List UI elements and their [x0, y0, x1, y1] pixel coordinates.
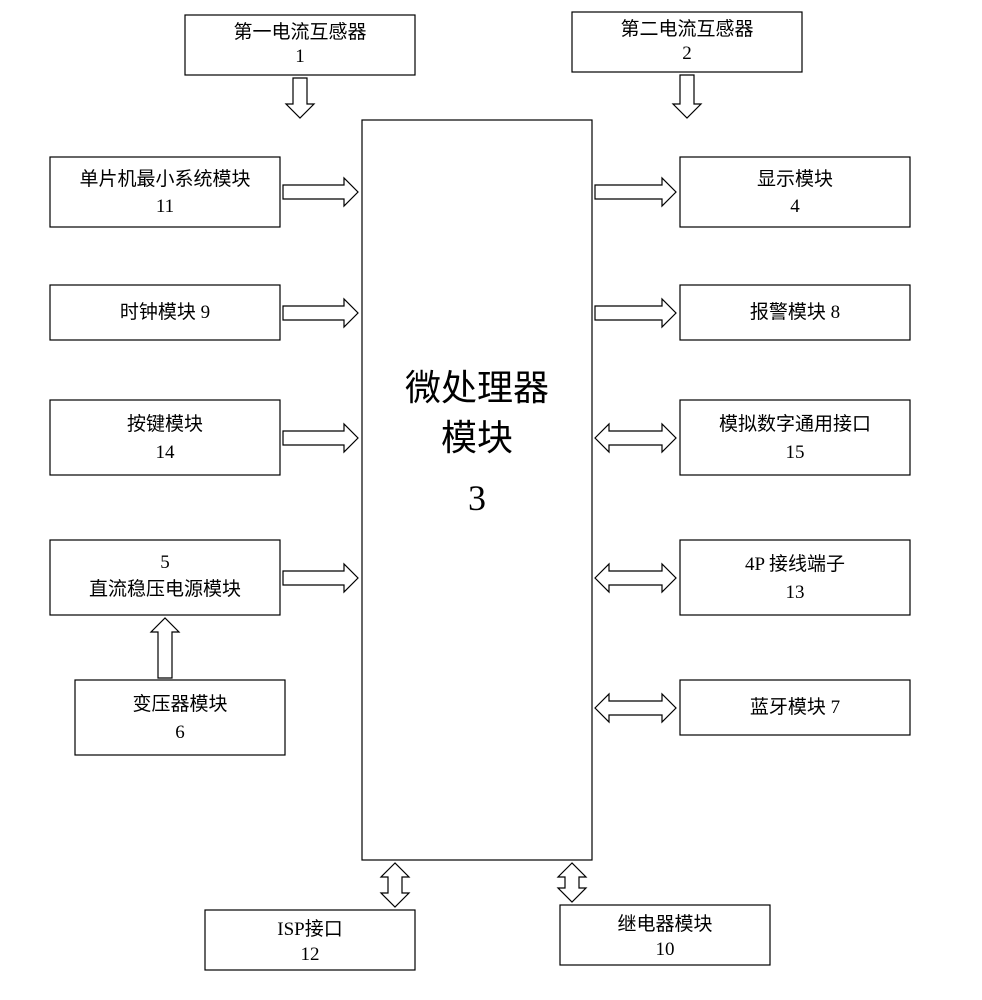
box-label: 直流稳压电源模块: [89, 578, 241, 600]
arrow-mcu-to-alarm: [595, 299, 676, 327]
box-number: 12: [301, 944, 320, 965]
clock-module: 时钟模块 9: [50, 285, 280, 340]
arrow-ct2-to-mcu: [673, 75, 701, 118]
box-label: 变压器模块: [132, 693, 227, 715]
box-number: 13: [786, 582, 805, 603]
keypad-module: 按键模块 14: [50, 400, 280, 475]
arrow-mcu-bt: [595, 694, 676, 722]
box-label: 按键模块: [127, 413, 203, 435]
center-number: 3: [468, 478, 486, 518]
second-current-transformer: 第二电流互感器 2: [572, 12, 802, 72]
mcu-min-system-module: 单片机最小系统模块 11: [50, 157, 280, 227]
arrow-ct1-to-mcu: [286, 78, 314, 118]
box-number: 14: [156, 442, 176, 463]
center-label: 模块: [441, 418, 513, 458]
box-label: 显示模块: [757, 168, 833, 190]
box-label: 继电器模块: [617, 913, 712, 935]
box-label: 第二电流互感器: [620, 18, 753, 40]
arrow-key-to-mcu: [283, 424, 358, 452]
arrow-power-to-mcu: [283, 564, 358, 592]
box-number: 15: [786, 442, 805, 463]
arrow-trans-to-power: [151, 618, 179, 678]
box-label: 单片机最小系统模块: [79, 168, 250, 190]
box-label: 4P 接线端子: [745, 553, 845, 575]
first-current-transformer: 第一电流互感器 1: [185, 15, 415, 75]
microprocessor-module: 微处理器模块 3: [362, 120, 592, 860]
center-label: 微处理器: [405, 368, 549, 408]
4p-terminal-block: 4P 接线端子 13: [680, 540, 910, 615]
arrow-mcu-4p: [595, 564, 676, 592]
arrow-mcu-to-display: [595, 178, 676, 206]
box-label-line: 报警模块 8: [750, 301, 840, 323]
bluetooth-module: 蓝牙模块 7: [680, 680, 910, 735]
analog-digital-interface: 模拟数字通用接口 15: [680, 400, 910, 475]
box-label: ISP接口: [277, 918, 342, 940]
box-number: 1: [295, 46, 305, 67]
box-number: 2: [682, 43, 692, 64]
box-number: 4: [790, 196, 800, 217]
box-label: 模拟数字通用接口: [719, 413, 871, 435]
isp-interface: ISP接口 12: [205, 910, 415, 970]
arrow-mcu-relay: [558, 863, 586, 902]
transformer-module: 变压器模块 6: [75, 680, 285, 755]
box-number: 11: [156, 196, 174, 217]
box-label-line: 时钟模块 9: [120, 301, 210, 323]
arrow-clock-to-mcu: [283, 299, 358, 327]
box-number: 6: [175, 722, 185, 743]
box-label-line: 蓝牙模块 7: [750, 696, 840, 718]
box-number: 10: [656, 939, 675, 960]
dc-regulated-power-module: 5 直流稳压电源模块: [50, 540, 280, 615]
arrow-mcu-isp: [381, 863, 409, 907]
arrow-mcu-adgp: [595, 424, 676, 452]
box-label: 第一电流互感器: [233, 21, 366, 43]
relay-module: 继电器模块 10: [560, 905, 770, 965]
display-module: 显示模块 4: [680, 157, 910, 227]
box-number: 5: [160, 552, 170, 573]
arrow-mcu-min-to-mcu: [283, 178, 358, 206]
alarm-module: 报警模块 8: [680, 285, 910, 340]
